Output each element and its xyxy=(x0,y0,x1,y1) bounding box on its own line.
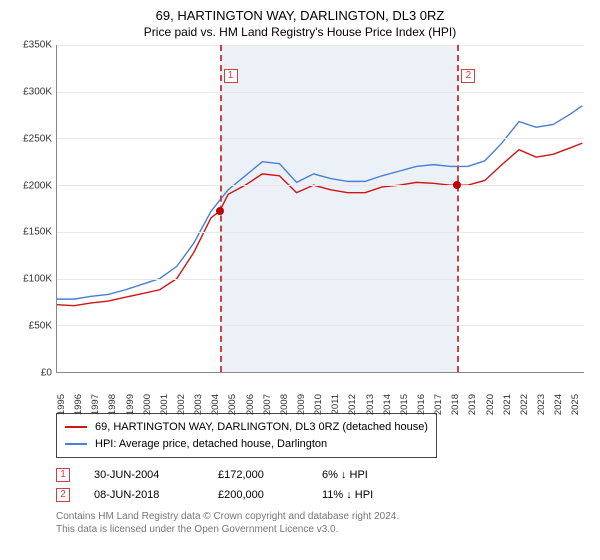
x-tick-label: 2014 xyxy=(382,394,393,415)
x-tick-label: 2010 xyxy=(313,394,324,415)
x-tick-label: 2001 xyxy=(159,394,170,415)
plot-area: 12 xyxy=(56,45,584,373)
x-tick-label: 1998 xyxy=(107,394,118,415)
x-tick-label: 2015 xyxy=(399,394,410,415)
y-tick-label: £0 xyxy=(41,368,52,379)
event-price: £200,000 xyxy=(218,489,298,501)
x-tick-label: 2011 xyxy=(330,394,341,414)
footnote: Contains HM Land Registry data © Crown c… xyxy=(56,510,588,536)
x-tick-label: 1995 xyxy=(56,394,67,415)
x-tick-label: 2003 xyxy=(193,394,204,415)
x-tick-label: 1999 xyxy=(125,394,136,415)
event-row: 2 08-JUN-2018 £200,000 11% ↓ HPI xyxy=(56,488,588,502)
y-tick-label: £300K xyxy=(23,86,52,97)
reference-marker: 2 xyxy=(461,69,475,83)
x-tick-label: 2019 xyxy=(467,394,478,415)
chart-subtitle: Price paid vs. HM Land Registry's House … xyxy=(12,25,588,39)
gridline xyxy=(57,232,584,233)
x-tick-label: 2017 xyxy=(433,394,444,415)
event-list: 1 30-JUN-2004 £172,000 6% ↓ HPI 2 08-JUN-2018… xyxy=(56,468,588,502)
legend-swatch xyxy=(65,426,87,428)
x-tick-label: 2005 xyxy=(227,394,238,415)
event-date: 08-JUN-2018 xyxy=(94,489,194,501)
footnote-line-1: Contains HM Land Registry data © Crown c… xyxy=(56,510,588,523)
x-tick-label: 2023 xyxy=(536,394,547,415)
gridline xyxy=(57,92,584,93)
event-row: 1 30-JUN-2004 £172,000 6% ↓ HPI xyxy=(56,468,588,482)
gridline xyxy=(57,279,584,280)
x-tick-label: 2009 xyxy=(296,394,307,415)
x-tick-label: 2020 xyxy=(485,394,496,415)
legend: 69, HARTINGTON WAY, DARLINGTON, DL3 0RZ … xyxy=(56,413,437,458)
x-tick-label: 2018 xyxy=(450,394,461,415)
y-tick-label: £350K xyxy=(23,40,52,51)
series-property xyxy=(57,143,582,306)
gridline xyxy=(57,138,584,139)
y-tick-label: £50K xyxy=(29,321,52,332)
y-tick-label: £100K xyxy=(23,274,52,285)
x-tick-label: 2022 xyxy=(519,394,530,415)
x-tick-label: 2025 xyxy=(570,394,581,415)
legend-label: HPI: Average price, detached house, Darl… xyxy=(95,436,327,453)
y-tick-label: £250K xyxy=(23,133,52,144)
event-price: £172,000 xyxy=(218,469,298,481)
sale-marker xyxy=(216,207,224,215)
event-date: 30-JUN-2004 xyxy=(94,469,194,481)
footnote-line-2: This data is licensed under the Open Gov… xyxy=(56,523,588,536)
gridline xyxy=(57,45,584,46)
x-axis: 1995199619971998199920002001200220032004… xyxy=(56,373,584,405)
x-tick-label: 2004 xyxy=(210,394,221,415)
event-note: 11% ↓ HPI xyxy=(322,489,373,501)
y-tick-label: £200K xyxy=(23,180,52,191)
x-tick-label: 2008 xyxy=(279,394,290,415)
line-layer xyxy=(57,45,584,372)
legend-swatch xyxy=(65,443,87,445)
chart-container: 69, HARTINGTON WAY, DARLINGTON, DL3 0RZ … xyxy=(0,0,600,546)
chart-title: 69, HARTINGTON WAY, DARLINGTON, DL3 0RZ xyxy=(12,8,588,23)
x-tick-label: 2000 xyxy=(142,394,153,415)
x-tick-label: 2021 xyxy=(502,394,513,415)
y-axis: £0£50K£100K£150K£200K£250K£300K£350K xyxy=(12,45,56,373)
y-tick-label: £150K xyxy=(23,227,52,238)
gridline xyxy=(57,325,584,326)
legend-label: 69, HARTINGTON WAY, DARLINGTON, DL3 0RZ … xyxy=(95,419,428,436)
legend-item: 69, HARTINGTON WAY, DARLINGTON, DL3 0RZ … xyxy=(65,419,428,436)
x-tick-label: 2024 xyxy=(553,394,564,415)
x-tick-label: 2006 xyxy=(245,394,256,415)
event-marker-box: 2 xyxy=(56,488,70,502)
x-tick-label: 1997 xyxy=(90,394,101,415)
event-marker-box: 1 xyxy=(56,468,70,482)
x-tick-label: 2007 xyxy=(262,394,273,415)
event-note: 6% ↓ HPI xyxy=(322,469,368,481)
reference-marker: 1 xyxy=(224,69,238,83)
gridline xyxy=(57,185,584,186)
reference-line xyxy=(457,45,459,372)
sale-marker xyxy=(453,181,461,189)
x-tick-label: 2012 xyxy=(347,394,358,415)
x-tick-label: 2002 xyxy=(176,394,187,415)
chart-area: £0£50K£100K£150K£200K£250K£300K£350K 12 … xyxy=(12,45,588,405)
x-tick-label: 2016 xyxy=(416,394,427,415)
x-tick-label: 1996 xyxy=(73,394,84,415)
x-tick-label: 2013 xyxy=(365,394,376,415)
series-hpi xyxy=(57,106,582,299)
legend-item: HPI: Average price, detached house, Darl… xyxy=(65,436,428,453)
